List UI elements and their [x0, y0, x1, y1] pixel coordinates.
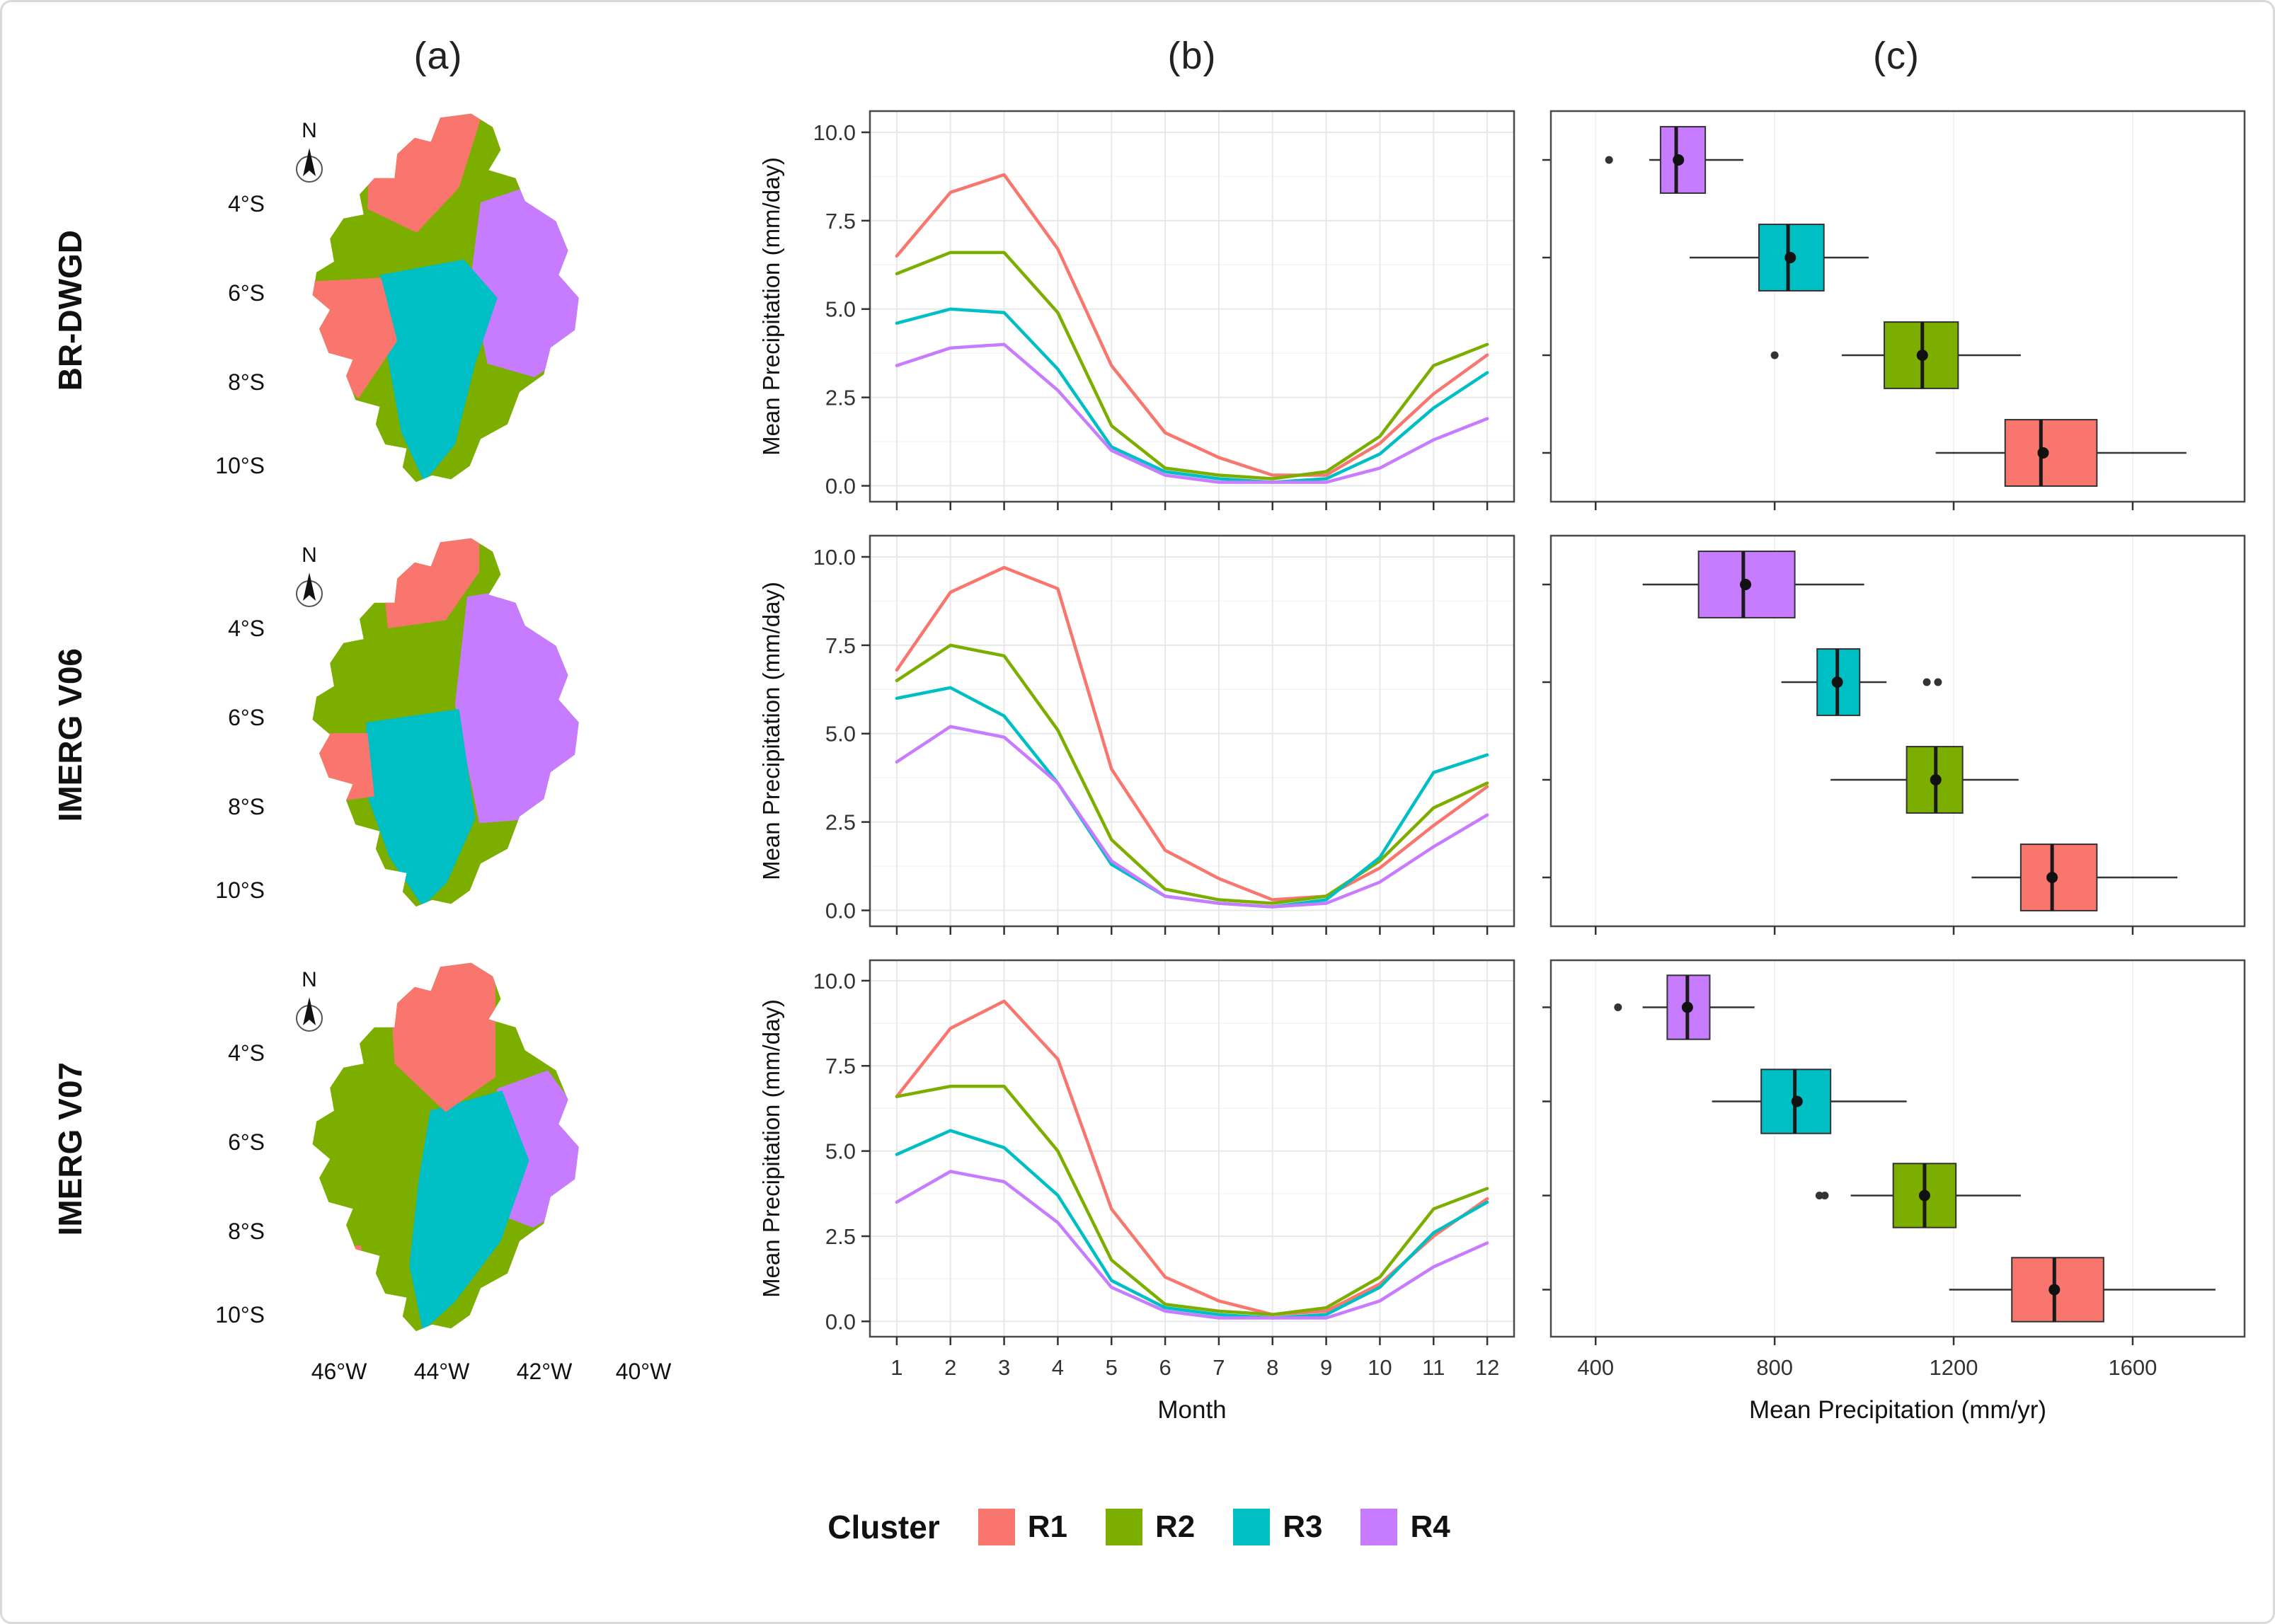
svg-text:10°S: 10°S [215, 877, 265, 903]
line-chart-imerg-v07: 0.0 2.5 5.0 7.5 10.0 1 2 3 4 5 6 7 8 9 10 11 12 Month Mean… [750, 948, 1528, 1443]
svg-text:5.0: 5.0 [825, 722, 856, 747]
box-svg-imerg-v06 [1542, 534, 2246, 935]
svg-text:10.0: 10.0 [813, 120, 856, 145]
map-svg-imerg-v07: N 4°S 6°S 8°S 10°S 46°W 44°W 42°W 40°W [215, 962, 672, 1384]
legend-item-r1: R1 [978, 1508, 1067, 1545]
line-svg-imerg-v07: 0.02.55.07.510.01 2 3 4 5 6 7 8 9 10 11 12MonthMean… [758, 959, 1515, 1424]
svg-text:11: 11 [1422, 1355, 1445, 1380]
svg-text:40°W: 40°W [616, 1359, 672, 1384]
panel-label-c: (c) [1873, 35, 1920, 77]
svg-text:10: 10 [1368, 1355, 1392, 1380]
legend-label-r1: R1 [1027, 1509, 1067, 1544]
svg-text:5.0: 5.0 [825, 1139, 856, 1164]
legend-label-r3: R3 [1283, 1509, 1323, 1544]
legend-title: Cluster [827, 1508, 940, 1545]
line-svg-br-dwgd: 0.0 2.5 5.0 7.5 10.0 Mean Precipitation (mm/d… [758, 110, 1515, 510]
map-imerg-v07: N 4°S 6°S 8°S 10°S 46°W 44°W 42°W 40°W [127, 948, 750, 1443]
svg-text:10°S: 10°S [215, 1302, 265, 1328]
svg-text:1200: 1200 [1930, 1355, 1978, 1380]
legend: Cluster R1 R2 R3 R4 [13, 1443, 2264, 1611]
svg-text:8°S: 8°S [228, 794, 265, 819]
svg-text:9: 9 [1320, 1355, 1332, 1380]
svg-text:6°S: 6°S [228, 1129, 265, 1155]
svg-text:0.0: 0.0 [825, 899, 856, 923]
svg-text:5.0: 5.0 [825, 297, 856, 322]
panel-label-b: (b) [1167, 35, 1217, 77]
line-chart-br-dwgd: 0.0 2.5 5.0 7.5 10.0 Mean Precipitation (mm/d… [750, 98, 1528, 523]
boxplot-imerg-v07: 400 800 1200 1600 Mean Precipitation (mm/yr) [1528, 948, 2264, 1443]
box-svg-imerg-v07: 400 800 1200 1600 Mean Precipitation (mm/yr) [1542, 959, 2246, 1424]
svg-text:4°S: 4°S [228, 616, 265, 641]
svg-text:5: 5 [1106, 1355, 1118, 1380]
map-svg-br-dwgd: N 4°S 6°S 8°S 10°S [215, 113, 579, 483]
legend-swatch-r4 [1360, 1508, 1398, 1545]
svg-text:4°S: 4°S [228, 1040, 265, 1066]
legend-item-r3: R3 [1233, 1508, 1323, 1545]
legend-label-r2: R2 [1154, 1509, 1196, 1544]
box-svg-br-dwgd [1542, 110, 2246, 510]
svg-text:400: 400 [1577, 1355, 1614, 1380]
svg-text:4°S: 4°S [228, 191, 265, 217]
line-svg-imerg-v06: 0.0 2.5 5.0 7.5 10.0 Mean Precipitation (mm/d… [758, 534, 1515, 935]
svg-text:0.0: 0.0 [825, 474, 856, 499]
svg-text:Mean Precipitation (mm/yr): Mean Precipitation (mm/yr) [1749, 1396, 2046, 1424]
svg-text:4: 4 [1052, 1355, 1064, 1380]
svg-text:0.0: 0.0 [825, 1309, 856, 1334]
panel-label-a: (a) [413, 35, 463, 77]
svg-text:46°W: 46°W [311, 1359, 367, 1384]
legend-item-r2: R2 [1105, 1508, 1196, 1545]
svg-text:800: 800 [1756, 1355, 1793, 1380]
svg-text:6°S: 6°S [228, 705, 265, 730]
svg-text:Month: Month [1157, 1396, 1226, 1424]
svg-text:10°S: 10°S [215, 453, 265, 478]
line-chart-imerg-v06: 0.0 2.5 5.0 7.5 10.0 Mean Precipitation (mm/d… [750, 523, 1528, 948]
svg-text:7.5: 7.5 [825, 209, 856, 234]
svg-text:3: 3 [998, 1355, 1010, 1380]
svg-text:N: N [302, 968, 317, 991]
legend-swatch-r2 [1105, 1508, 1142, 1545]
svg-text:2.5: 2.5 [825, 810, 856, 835]
map-svg-imerg-v06: N 4°S 6°S 8°S 10°S [215, 538, 579, 907]
svg-text:2: 2 [944, 1355, 956, 1380]
svg-text:10.0: 10.0 [813, 545, 856, 570]
svg-text:Mean Precipitation (mm/day): Mean Precipitation (mm/day) [758, 999, 784, 1298]
boxplot-br-dwgd [1528, 98, 2264, 523]
map-br-dwgd: N 4°S 6°S 8°S 10°S [127, 98, 750, 523]
svg-text:2.5: 2.5 [825, 386, 856, 410]
row-label-imerg-v07: IMERG V07 [52, 1062, 88, 1236]
svg-text:6: 6 [1159, 1355, 1171, 1380]
svg-text:8°S: 8°S [228, 1219, 265, 1244]
svg-text:1: 1 [890, 1355, 902, 1380]
svg-text:6°S: 6°S [228, 280, 265, 306]
svg-text:N: N [302, 543, 317, 567]
svg-text:2.5: 2.5 [825, 1224, 856, 1249]
svg-text:N: N [302, 119, 317, 142]
row-label-imerg-v06: IMERG V06 [52, 648, 88, 822]
legend-swatch-r3 [1233, 1508, 1271, 1545]
svg-text:1600: 1600 [2108, 1355, 2157, 1380]
svg-text:7.5: 7.5 [825, 633, 856, 658]
svg-text:42°W: 42°W [517, 1359, 573, 1384]
map-imerg-v06: N 4°S 6°S 8°S 10°S [127, 523, 750, 948]
legend-item-r4: R4 [1360, 1508, 1450, 1545]
svg-text:12: 12 [1475, 1355, 1499, 1380]
row-label-br-dwgd: BR-DWGD [52, 230, 88, 391]
svg-text:10.0: 10.0 [813, 969, 856, 994]
legend-label-r4: R4 [1410, 1509, 1450, 1544]
svg-text:44°W: 44°W [414, 1359, 470, 1384]
svg-text:Mean Precipitation (mm/day): Mean Precipitation (mm/day) [758, 157, 784, 456]
svg-text:7: 7 [1213, 1355, 1225, 1380]
svg-text:8: 8 [1266, 1355, 1278, 1380]
boxplot-imerg-v06 [1528, 523, 2264, 948]
svg-text:8°S: 8°S [228, 369, 265, 395]
svg-text:7.5: 7.5 [825, 1054, 856, 1078]
svg-text:Mean Precipitation (mm/day): Mean Precipitation (mm/day) [758, 582, 784, 880]
legend-swatch-r1 [978, 1508, 1015, 1545]
